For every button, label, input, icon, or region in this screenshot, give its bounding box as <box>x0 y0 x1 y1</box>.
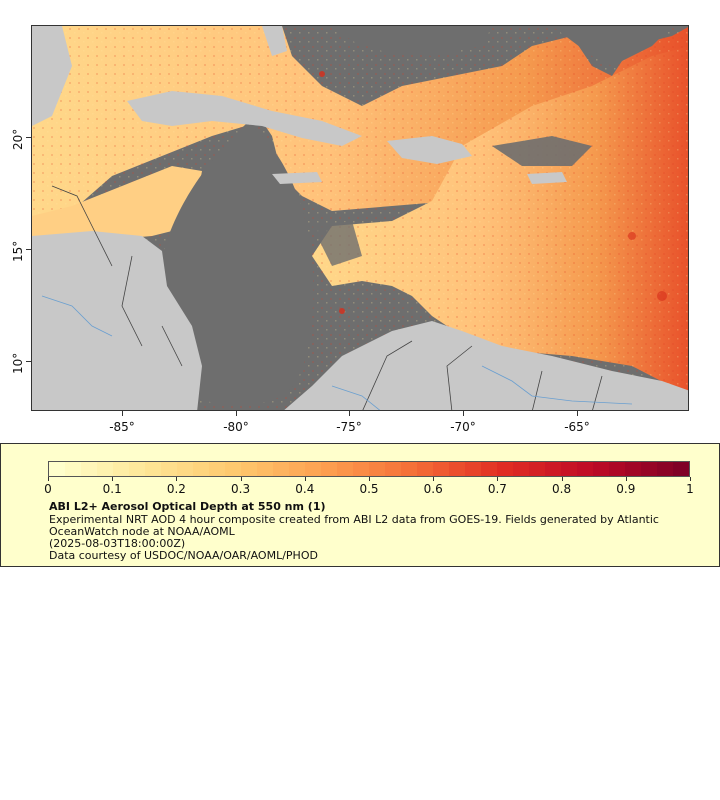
x-tick-label: -65° <box>564 420 590 434</box>
colorbar-tick-label: 0.6 <box>423 482 443 496</box>
colorbar-swatch <box>97 462 113 476</box>
colorbar-swatch <box>401 462 417 476</box>
colorbar-tick-label: 0.3 <box>231 482 251 496</box>
colorbar-swatch <box>161 462 177 476</box>
x-tick-label: -85° <box>109 420 135 434</box>
colorbar-swatch <box>625 462 641 476</box>
colorbar-swatch <box>369 462 385 476</box>
map-panel[interactable] <box>31 25 689 411</box>
colorbar-tick-label: 0 <box>44 482 52 496</box>
colorbar-swatch <box>593 462 609 476</box>
colorbar-swatch <box>289 462 305 476</box>
colorbar-swatch <box>385 462 401 476</box>
colorbar-swatch <box>257 462 273 476</box>
colorbar-tick <box>690 477 691 481</box>
colorbar-swatch <box>209 462 225 476</box>
x-tick-label: -70° <box>450 420 476 434</box>
colorbar-tick-label: 0.4 <box>295 482 315 496</box>
colorbar-tick <box>625 477 627 481</box>
colorbar-swatch <box>305 462 321 476</box>
x-tick-mark <box>463 411 464 416</box>
land-puerto-rico <box>527 172 567 184</box>
colorbar-swatch <box>337 462 353 476</box>
colorbar-tick <box>112 477 114 481</box>
land-cuba <box>127 91 362 146</box>
legend-panel: ABI L2+ Aerosol Optical Depth at 550 nm … <box>0 443 720 567</box>
colorbar-swatch <box>641 462 657 476</box>
colorbar-swatch <box>81 462 97 476</box>
colorbar-tick-label: 0.9 <box>616 482 636 496</box>
colorbar <box>48 461 690 477</box>
colorbar-swatch <box>497 462 513 476</box>
colorbar-tick-label: 0.8 <box>552 482 572 496</box>
x-tick-mark <box>349 411 350 416</box>
colorbar-swatch <box>529 462 545 476</box>
colorbar-swatch <box>65 462 81 476</box>
colorbar-tick <box>497 477 499 481</box>
legend-description: Experimental NRT AOD 4 hour composite cr… <box>49 513 659 538</box>
y-tick-mark <box>26 361 31 362</box>
colorbar-swatch <box>241 462 257 476</box>
colorbar-swatch <box>273 462 289 476</box>
colorbar-swatch <box>561 462 577 476</box>
colorbar-tick <box>240 477 242 481</box>
colorbar-swatch <box>113 462 129 476</box>
colorbar-tick <box>561 477 563 481</box>
colorbar-swatch <box>321 462 337 476</box>
legend-timestamp: (2025-08-03T18:00:00Z) <box>49 537 186 550</box>
colorbar-swatch <box>673 462 689 476</box>
colorbar-swatch <box>657 462 673 476</box>
land-hispaniola <box>387 136 472 164</box>
colorbar-tick <box>433 477 435 481</box>
colorbar-swatch <box>49 462 65 476</box>
y-tick-label: 20° <box>11 128 25 150</box>
colorbar-tick <box>304 477 306 481</box>
x-tick-label: -75° <box>336 420 362 434</box>
colorbar-swatch <box>577 462 593 476</box>
colorbar-tick <box>48 477 49 481</box>
legend-title: ABI L2+ Aerosol Optical Depth at 550 nm … <box>49 500 326 513</box>
colorbar-swatch <box>177 462 193 476</box>
colorbar-swatch <box>145 462 161 476</box>
colorbar-swatch <box>225 462 241 476</box>
colorbar-swatch <box>449 462 465 476</box>
y-tick-label: 15° <box>11 240 25 262</box>
colorbar-swatch <box>465 462 481 476</box>
y-tick-mark <box>26 137 31 138</box>
x-tick-label: -80° <box>223 420 249 434</box>
colorbar-swatch <box>417 462 433 476</box>
colorbar-tick-label: 0.7 <box>487 482 507 496</box>
land-south-america <box>284 321 688 410</box>
colorbar-swatch <box>193 462 209 476</box>
colorbar-tick-label: 1 <box>686 482 694 496</box>
no-data-glint <box>155 123 314 405</box>
colorbar-swatch <box>609 462 625 476</box>
colorbar-tick-label: 0.5 <box>359 482 379 496</box>
x-tick-mark <box>236 411 237 416</box>
x-tick-mark <box>122 411 123 416</box>
land-jamaica <box>272 172 322 184</box>
y-tick-mark <box>26 249 31 250</box>
land-central-america <box>32 231 202 410</box>
colorbar-swatch <box>433 462 449 476</box>
colorbar-tick-label: 0.2 <box>166 482 186 496</box>
colorbar-tick <box>176 477 178 481</box>
colorbar-swatch <box>129 462 145 476</box>
colorbar-tick-label: 0.1 <box>102 482 122 496</box>
colorbar-tick <box>369 477 370 481</box>
aod-map <box>32 26 688 410</box>
colorbar-swatch <box>513 462 529 476</box>
legend-credit: Data courtesy of USDOC/NOAA/OAR/AOML/PHO… <box>49 549 318 562</box>
y-tick-label: 10° <box>11 352 25 374</box>
colorbar-swatch <box>353 462 369 476</box>
colorbar-swatch <box>481 462 497 476</box>
colorbar-swatch <box>545 462 561 476</box>
x-tick-mark <box>577 411 578 416</box>
